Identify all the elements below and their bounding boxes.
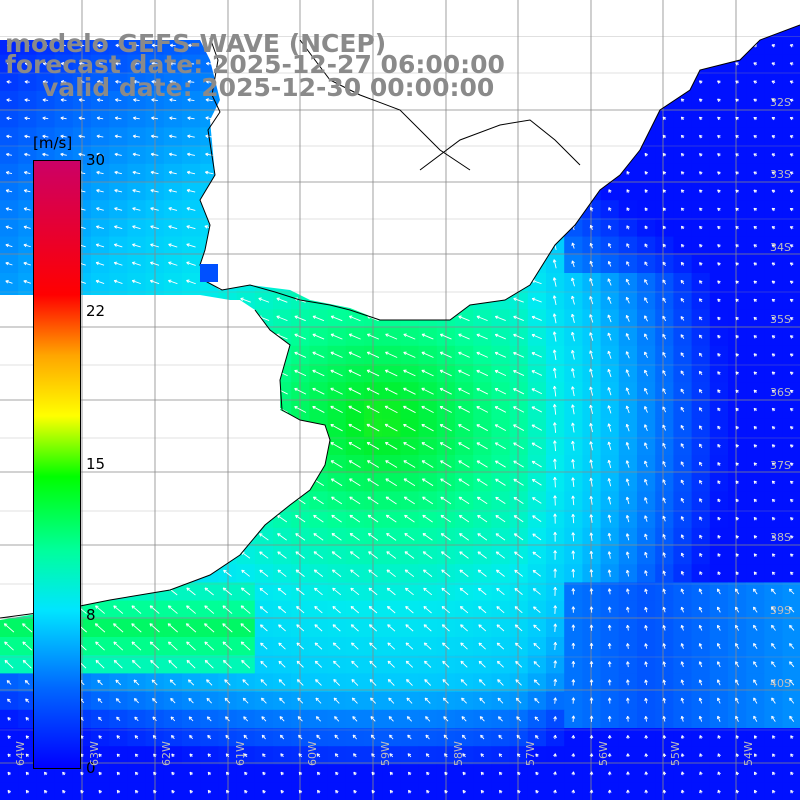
speed-cell [782,618,800,638]
colorbar-tick-30: 30 [86,151,106,169]
colorbar-tick-8: 8 [86,606,96,624]
lon-label: 62W [160,741,173,766]
lat-label: 40S [770,677,791,690]
lon-label: 59W [379,741,392,766]
lat-label: 34S [770,241,791,254]
lagoon-cell [200,264,218,282]
lat-label: 36S [770,386,791,399]
speed-cell [782,691,800,711]
lon-label: 57W [524,741,537,766]
lat-label: 38S [770,531,791,544]
lat-label: 33S [770,168,791,181]
lat-label: 35S [770,313,791,326]
colorbar [33,160,81,769]
lon-label: 58W [452,741,465,766]
colorbar-tick-15: 15 [86,455,106,473]
speed-cell [782,582,800,602]
lon-label: 64W [14,741,27,766]
lon-label: 63W [88,741,101,766]
colorbar-unit: [m/s] [33,134,73,152]
lon-label: 54W [742,741,755,766]
lat-label: 32S [770,96,791,109]
lat-label: 37S [770,459,791,472]
speed-cell [782,655,800,674]
lon-label: 60W [306,741,319,766]
speed-cell [782,709,800,729]
valid-date: valid date: 2025-12-30 00:00:00 [42,73,495,102]
lon-label: 61W [234,741,247,766]
lon-label: 55W [669,741,682,766]
lon-label: 56W [597,741,610,766]
colorbar-tick-22: 22 [86,302,106,320]
lat-label: 39S [770,604,791,617]
speed-cell [782,637,800,656]
